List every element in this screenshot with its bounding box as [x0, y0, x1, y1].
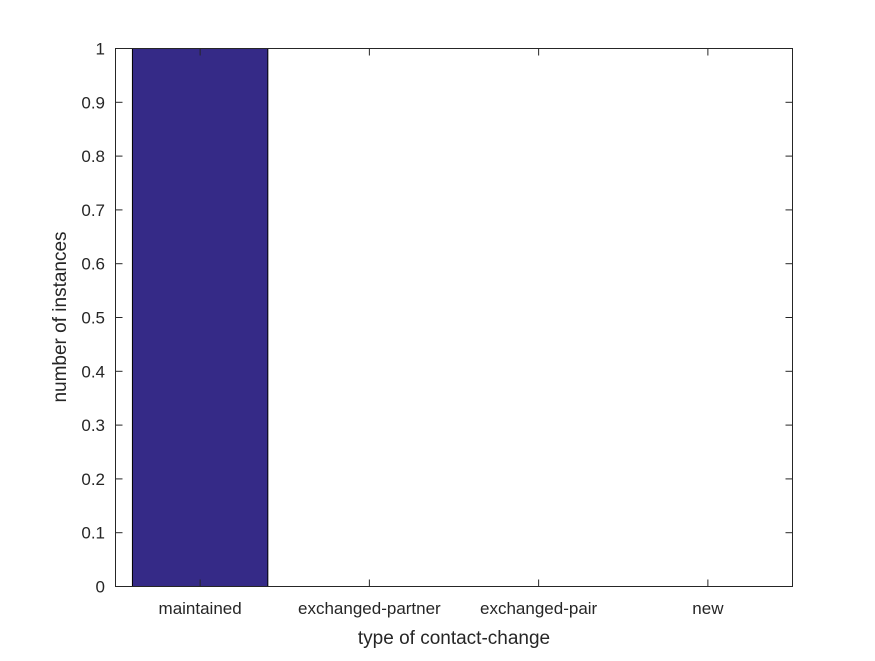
- x-tick-label: exchanged-partner: [298, 599, 441, 618]
- y-tick-label: 0.2: [81, 470, 105, 489]
- bars: [131, 48, 269, 587]
- y-tick-label: 0.7: [81, 201, 105, 220]
- x-tick-label: new: [692, 599, 724, 618]
- y-axis-label: number of instances: [50, 231, 71, 402]
- bar-maintained: [131, 48, 269, 587]
- y-tick-label: 0.5: [81, 309, 105, 328]
- x-axis-label: type of contact-change: [358, 628, 550, 649]
- y-tick-label: 1: [96, 40, 105, 59]
- x-tick-label: maintained: [159, 599, 242, 618]
- y-tick-label: 0.8: [81, 147, 105, 166]
- y-tick-label: 0: [96, 578, 105, 597]
- y-tick-label: 0.1: [81, 524, 105, 543]
- x-tick-label: exchanged-pair: [480, 599, 598, 618]
- y-tick-label: 0.4: [81, 362, 105, 381]
- ticks: maintained exchanged-partner exchanged-pai…: [81, 40, 793, 618]
- y-tick-label: 0.9: [81, 93, 105, 112]
- y-tick-label: 0.3: [81, 416, 105, 435]
- y-tick-label: 0.6: [81, 255, 105, 274]
